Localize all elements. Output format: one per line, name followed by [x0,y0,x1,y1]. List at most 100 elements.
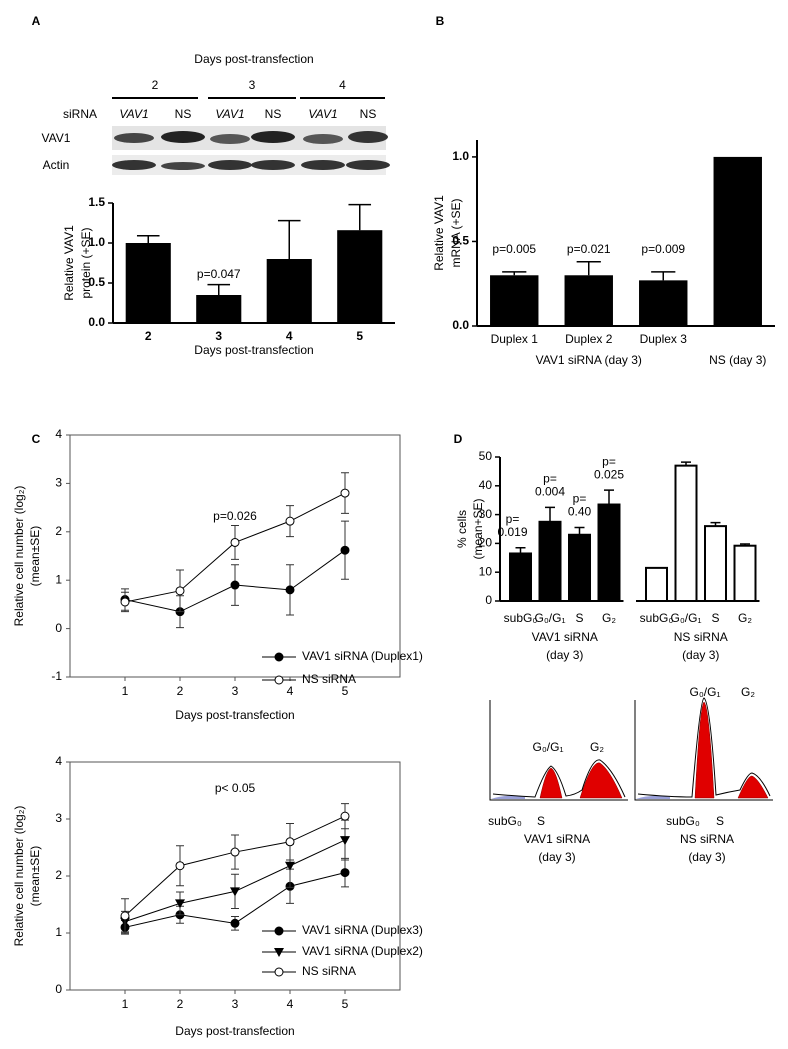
marker [285,837,295,847]
annotation: p= [602,454,616,468]
legend-label: NS siRNA [302,672,356,686]
y-axis-label: (mean±SE) [28,846,42,907]
caption: (day 3) [688,850,725,864]
error-bar [576,260,601,276]
axis-region-label: subG₀ [666,814,700,828]
y-axis-label: Relative VAV1 [432,195,446,271]
error-bar [348,203,372,231]
lane-label: VAV1 [308,107,337,121]
y-tick-label: 2 [55,868,62,882]
histogram-axes [634,700,773,801]
marker [285,585,295,595]
axis-region-label: S [716,814,724,828]
x-tick-label: 4 [287,684,294,698]
x-tick-label: 3 [215,329,222,343]
marker [274,948,284,957]
peak-fill [694,701,715,799]
marker [120,597,130,607]
marker [340,836,350,846]
x-tick-label: subG₀ [504,611,538,625]
lane-label: VAV1 [119,107,148,121]
caption: VAV1 siRNA [524,832,590,846]
marker [175,899,185,909]
y-tick-label: 0 [55,982,62,996]
group-label: (day 3) [682,648,719,662]
error-bar [740,543,750,546]
x-axis-label: Days post-transfection [194,343,313,357]
subg0-fill [491,795,525,799]
x-axis-label: Days post-transfection [175,1024,294,1038]
histogram-outline [492,759,626,798]
y-tick-label: 4 [55,754,62,768]
marker [230,537,240,547]
error-bar [710,521,721,527]
marker [230,580,240,590]
y-tick-label: 1.5 [88,195,105,209]
bar [639,280,688,326]
day-label: 4 [339,78,346,92]
error-bar [681,461,691,466]
bar [645,566,668,603]
lane-label: VAV1 [215,107,244,121]
blot-image [112,126,390,175]
y-tick-label: 30 [479,507,493,521]
bar [196,295,242,323]
annotation: 0.019 [497,525,527,539]
bar [490,275,539,326]
annotation: p=0.009 [641,242,685,256]
bar [125,243,171,323]
peak-label: G₀/G₁ [532,740,563,754]
legend-label: VAV1 siRNA (Duplex1) [302,649,423,663]
bar [509,552,532,602]
histogram-axes [489,700,628,801]
marker [274,652,284,662]
error-bar [207,283,231,295]
lane-label: NS [360,107,377,121]
y-axis-label: protein (+SE) [79,227,93,298]
error-bar [136,235,160,243]
marker [274,967,284,977]
x-tick-label: 1 [122,997,129,1011]
error-bar [651,271,676,281]
panel-label: C [32,432,41,446]
annotation: p=0.005 [492,242,536,256]
row-header: siRNA [63,107,97,121]
error-bar [277,219,301,259]
subg0-fill [636,795,670,799]
panel-label: A [32,14,41,28]
x-tick-label: 3 [232,684,239,698]
y-tick-label: 0.0 [88,315,105,329]
marker [230,847,240,857]
day-label: 2 [152,78,159,92]
x-tick-label: Duplex 1 [491,332,539,346]
annotation: 0.40 [568,505,592,519]
annotation: p=0.026 [213,509,257,523]
y-tick-label: 1.0 [452,149,469,163]
peak-fill [539,767,563,799]
legend-label: VAV1 siRNA (Duplex2) [302,944,423,958]
y-axis-label: mRNA (+SE) [449,198,463,267]
y-tick-label: -1 [51,669,62,683]
bar [674,464,698,603]
y-tick-label: 50 [479,449,493,463]
x-tick-label: G₂ [602,611,616,625]
y-tick-label: 0.5 [88,275,105,289]
legend-label: VAV1 siRNA (Duplex3) [302,923,423,937]
x-tick-label: Duplex 3 [640,332,688,346]
y-axis-label: % cells [455,510,469,548]
x-axis-label: Days post-transfection [175,708,294,722]
marker [230,887,240,897]
marker [120,911,130,921]
x-tick-label: subG₀ [640,611,674,625]
bar [538,520,562,602]
y-tick-label: 10 [479,564,493,578]
peak-label: G₂ [590,740,604,754]
x-tick-label: G₀/G₁ [534,611,565,625]
lane-label: NS [175,107,192,121]
marker [274,926,284,936]
peak-label: G₂ [741,685,755,699]
bar [733,544,757,602]
error-bar [545,506,555,522]
error-bar [515,546,526,554]
